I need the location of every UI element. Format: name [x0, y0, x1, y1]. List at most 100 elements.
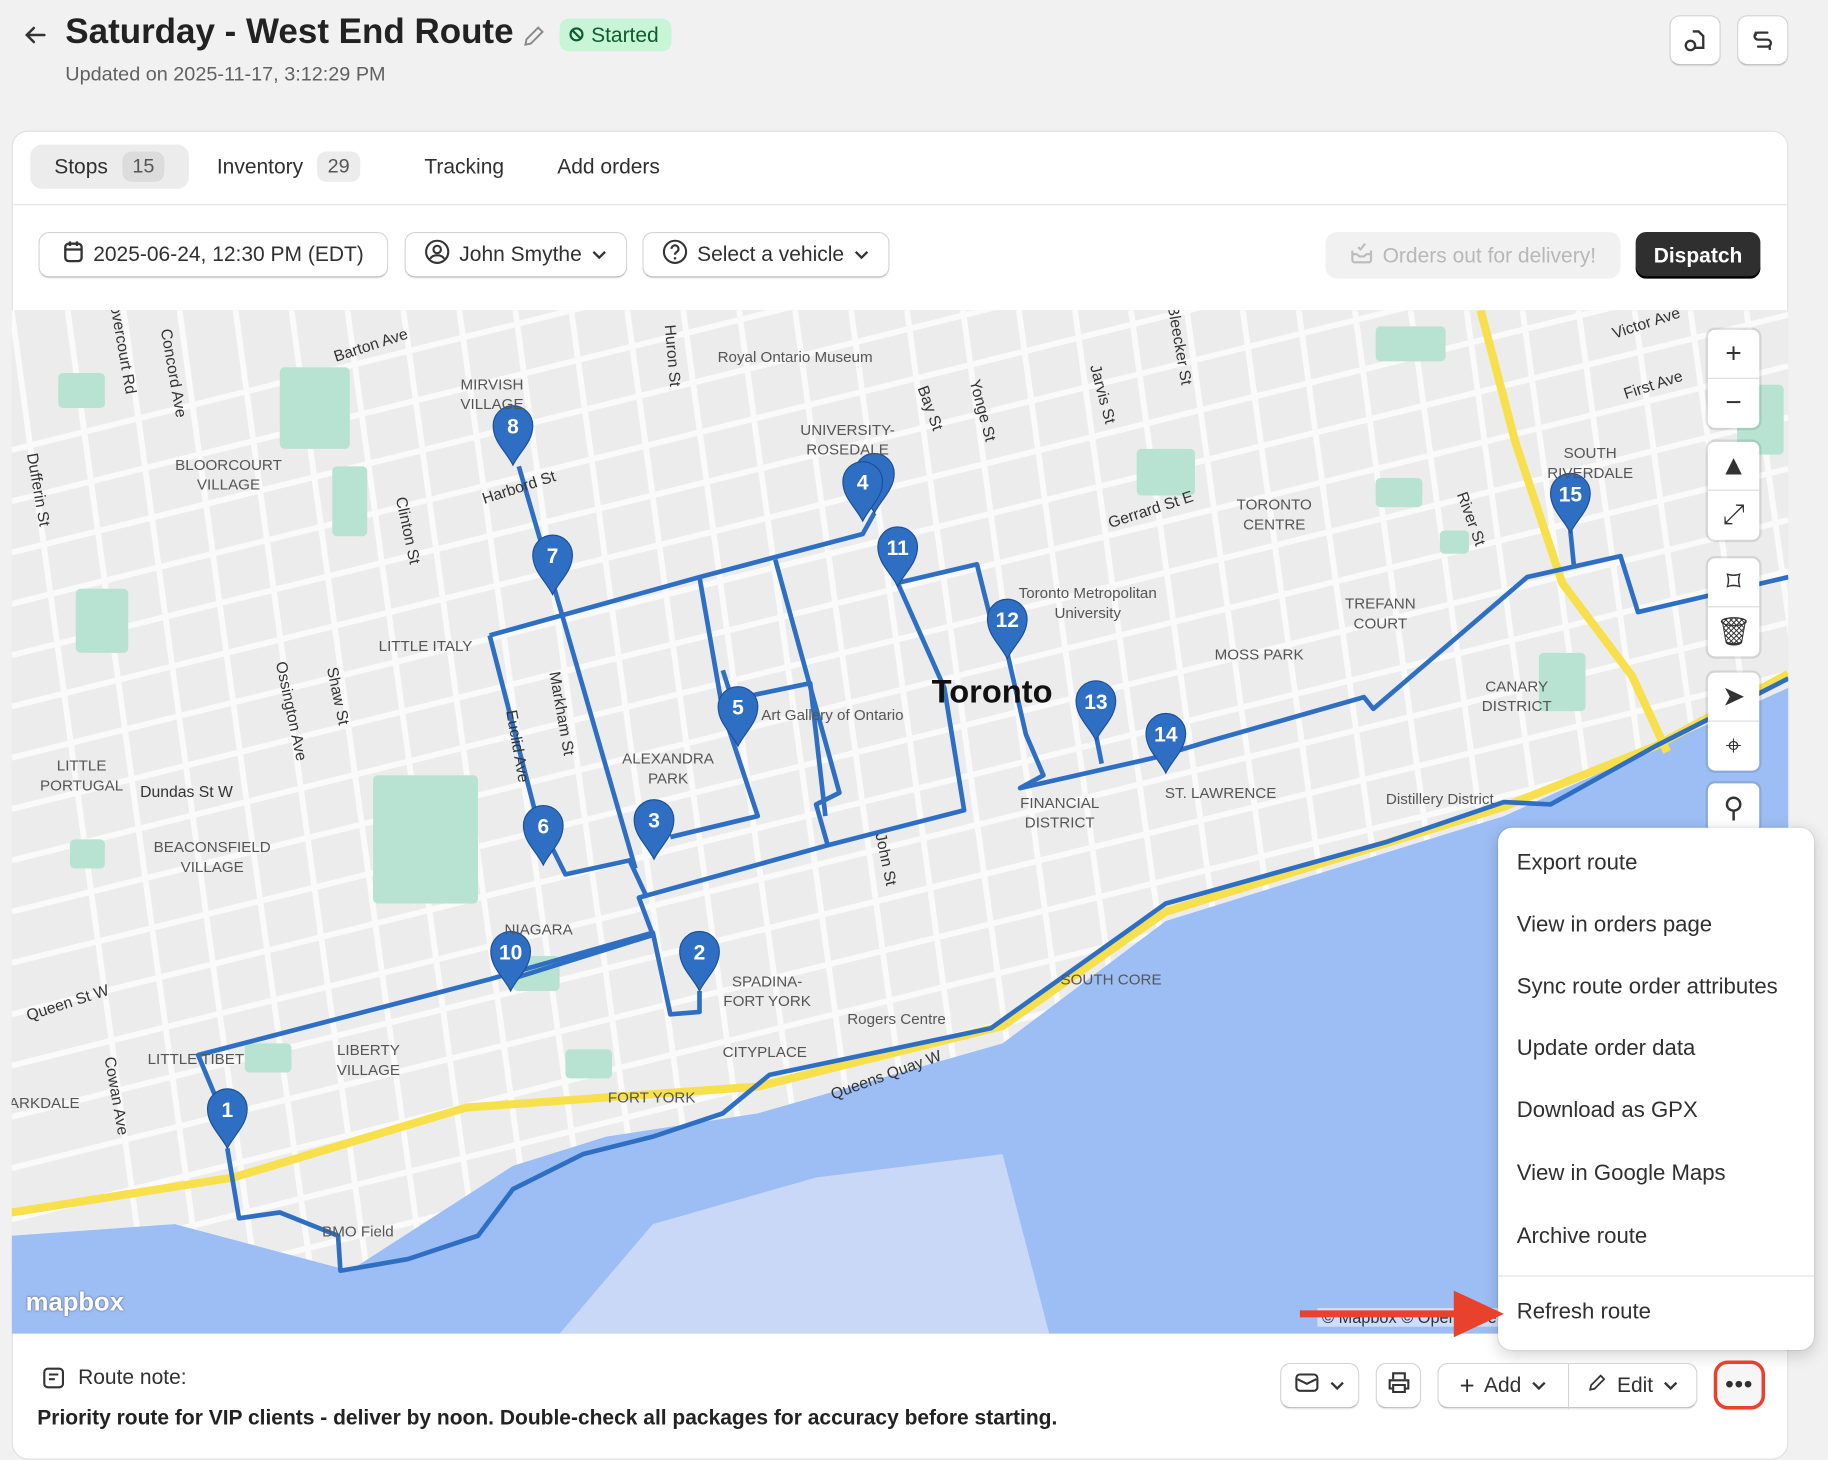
map-label: SOUTH RIVERDALE: [1547, 444, 1634, 482]
map-pin-icon: [492, 405, 534, 467]
map-label: BEACONSFIELD VILLAGE: [153, 838, 271, 876]
stop-marker-10[interactable]: 10: [490, 930, 532, 993]
zoom-controls: + −: [1707, 329, 1760, 428]
route-segment: [1568, 530, 1577, 566]
street-line: [1743, 310, 1789, 639]
street-label: Dundas St W: [140, 782, 233, 801]
map-label: ST. LAWRENCE: [1164, 784, 1277, 802]
stop-marker-8[interactable]: 8: [492, 405, 534, 467]
map-label: CITYPLACE: [722, 1042, 807, 1061]
trash-icon[interactable]: 🗑: [1715, 616, 1752, 648]
print-button[interactable]: [1375, 1362, 1422, 1409]
park-area: [1136, 448, 1195, 496]
street-line: [11, 414, 1789, 864]
print-document-button[interactable]: [1669, 15, 1721, 66]
stop-number: 10: [499, 941, 522, 964]
menu-item-view-orders-page[interactable]: View in orders page: [1516, 912, 1713, 938]
draw-controls: ⌑ 🗑: [1707, 558, 1760, 657]
compass-button[interactable]: ▲: [1707, 442, 1760, 491]
dispatch-button[interactable]: Dispatch: [1635, 231, 1761, 279]
stop-marker-12[interactable]: 12: [986, 598, 1028, 660]
tab-count: 15: [121, 151, 165, 182]
vehicle-select[interactable]: Select a vehicle: [642, 231, 890, 278]
location-pin-icon[interactable]: ⚲: [1723, 792, 1744, 824]
menu-item-google-maps[interactable]: View in Google Maps: [1516, 1161, 1726, 1186]
menu-item-download-gpx[interactable]: Download as GPX: [1516, 1098, 1698, 1123]
stop-marker-7[interactable]: 7: [532, 534, 574, 596]
menu-item-sync-attributes[interactable]: Sync route order attributes: [1516, 974, 1778, 1000]
map-label: MOSS PARK: [1214, 645, 1304, 663]
edit-title-pencil-icon[interactable]: [521, 23, 547, 49]
route-note-text: Priority route for VIP clients - deliver…: [37, 1405, 1058, 1430]
link-route-button[interactable]: [1737, 15, 1789, 66]
add-button[interactable]: + Add: [1437, 1362, 1570, 1409]
pointer-icon[interactable]: ➤: [1707, 673, 1760, 722]
street-line: [11, 310, 1408, 659]
chevron-down-icon: [853, 242, 869, 266]
map-label: Toronto: [931, 673, 1053, 710]
map-label: CANARY DISTRICT: [1481, 677, 1552, 715]
stop-marker-14[interactable]: 14: [1145, 712, 1187, 775]
vehicle-value: Select a vehicle: [697, 242, 845, 266]
map-pin-icon: [717, 686, 759, 748]
menu-item-export-route[interactable]: Export route: [1516, 851, 1638, 876]
stop-marker-11[interactable]: 11: [877, 526, 919, 588]
stop-marker-3[interactable]: 3: [633, 799, 675, 861]
map-label: FORT YORK: [607, 1088, 696, 1106]
route-lines: [195, 465, 1789, 1274]
status-label: Started: [591, 22, 659, 47]
map-label: BLOORCOURT VILLAGE: [175, 455, 282, 494]
note-icon: [42, 1366, 65, 1395]
email-button[interactable]: [1280, 1362, 1360, 1409]
route-segment: [487, 634, 650, 899]
map-pin-icon: [877, 526, 919, 588]
menu-item-archive-route[interactable]: Archive route: [1516, 1224, 1648, 1249]
map-label: Rogers Centre: [847, 1010, 946, 1028]
more-actions-button[interactable]: •••: [1713, 1360, 1766, 1410]
menu-item-update-order-data[interactable]: Update order data: [1516, 1036, 1696, 1061]
tab-stops[interactable]: Stops 15: [30, 144, 189, 189]
stop-marker-15[interactable]: 15: [1549, 472, 1591, 535]
location-controls: ⚲: [1707, 783, 1760, 833]
draw-polygon-icon[interactable]: ⌑: [1707, 558, 1760, 608]
map-pin-icon: [532, 534, 574, 596]
select-controls: ➤ ⌖: [1707, 672, 1760, 771]
park-area: [1375, 326, 1446, 362]
tab-tracking[interactable]: Tracking: [410, 145, 518, 189]
map-pin-icon: [522, 805, 564, 867]
stop-marker-6[interactable]: 6: [522, 805, 564, 867]
park-area: [279, 367, 350, 449]
route-segment: [509, 561, 996, 982]
fullscreen-icon[interactable]: ⤢: [1722, 498, 1745, 531]
map-label: ARKDALE: [11, 1094, 80, 1112]
date-picker-button[interactable]: 2025-06-24, 12:30 PM (EDT): [38, 231, 389, 278]
back-arrow-icon[interactable]: [21, 21, 49, 49]
tab-inventory[interactable]: Inventory 29: [203, 145, 374, 189]
stop-marker-13[interactable]: 13: [1075, 680, 1117, 742]
stop-markers: 912345678101112131415: [206, 405, 1591, 1150]
parks: [58, 326, 1784, 1079]
menu-item-refresh-route[interactable]: Refresh route: [1516, 1299, 1651, 1325]
zoom-in-button[interactable]: +: [1707, 330, 1760, 379]
stop-number: 8: [507, 416, 519, 439]
zoom-out-button[interactable]: −: [1725, 387, 1742, 419]
edit-button[interactable]: Edit: [1568, 1362, 1698, 1409]
stop-marker-5[interactable]: 5: [717, 686, 759, 748]
orders-out-button[interactable]: Orders out for delivery!: [1325, 231, 1621, 279]
street-line: [11, 310, 1614, 710]
stop-marker-1[interactable]: 1: [206, 1088, 248, 1150]
lasso-select-icon[interactable]: ⌖: [1725, 729, 1742, 762]
edit-label: Edit: [1616, 1373, 1654, 1397]
stop-marker-4[interactable]: 4: [842, 461, 884, 523]
highway-gardiner: [11, 670, 1789, 1217]
driver-select[interactable]: John Smythe: [404, 231, 628, 278]
stop-marker-2[interactable]: 2: [679, 930, 720, 993]
route-segment: [669, 576, 761, 840]
map-label: TREFANN COURT: [1344, 594, 1416, 632]
chevron-down-icon: [1531, 1373, 1547, 1397]
tab-add-orders[interactable]: Add orders: [543, 145, 674, 189]
route-map[interactable]: 912345678101112131415 Royal Ontario Muse…: [11, 310, 1789, 1334]
street-line: [11, 619, 1789, 1069]
pencil-icon: [1587, 1372, 1608, 1399]
menu-divider: [1498, 1275, 1815, 1277]
